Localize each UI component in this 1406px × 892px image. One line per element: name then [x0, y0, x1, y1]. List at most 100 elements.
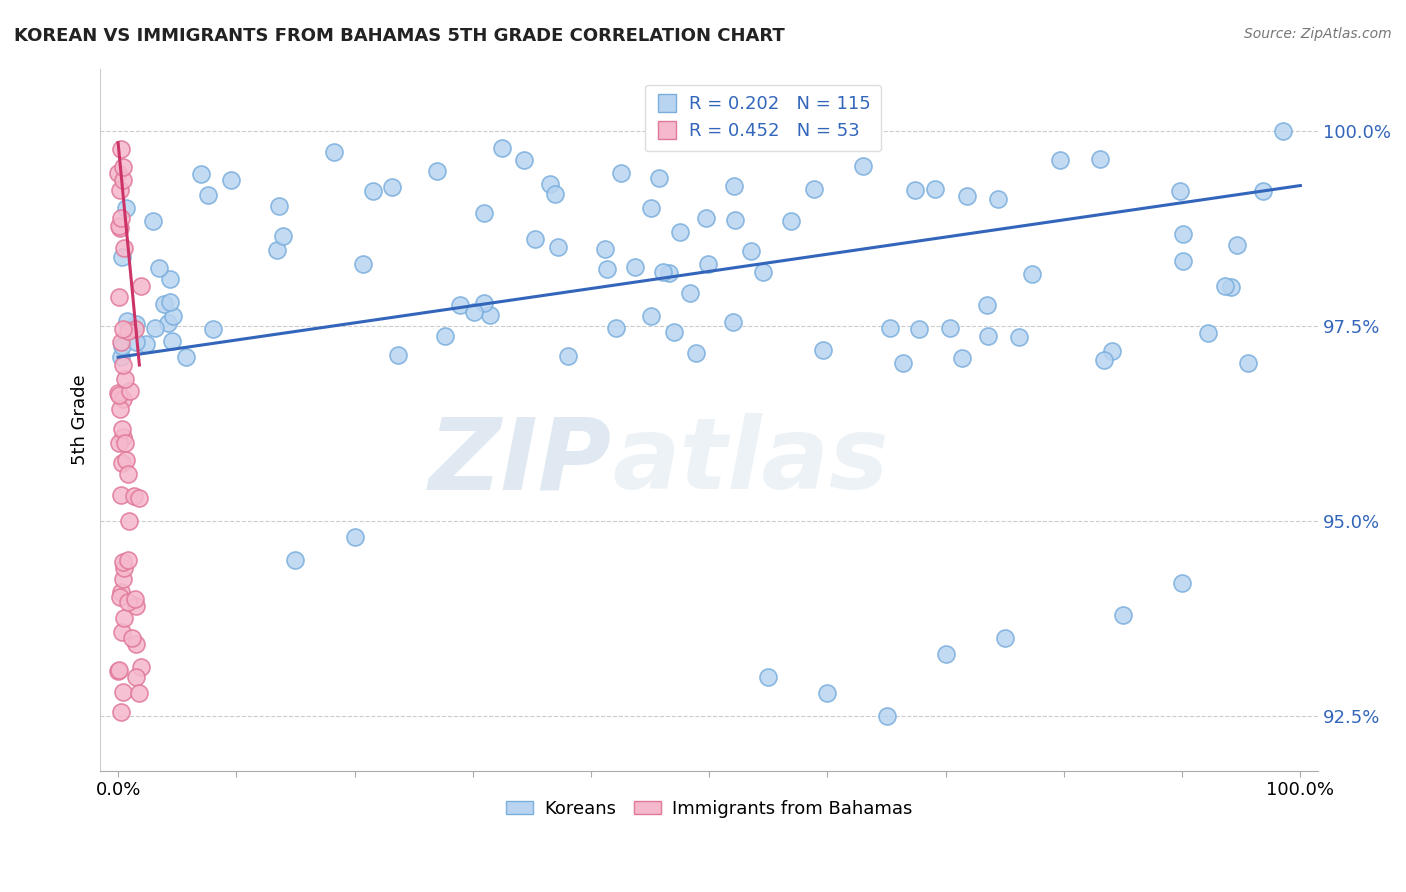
- Point: [197, 188, 219, 202]
- Point: [323, 145, 346, 159]
- Point: [1092, 353, 1115, 368]
- Point: [1021, 268, 1043, 282]
- Point: [117, 553, 139, 567]
- Point: [1236, 356, 1258, 370]
- Point: [159, 271, 181, 285]
- Legend: Koreans, Immigrants from Bahamas: Koreans, Immigrants from Bahamas: [499, 792, 920, 825]
- Point: [640, 309, 662, 323]
- Point: [695, 211, 717, 225]
- Point: [1168, 184, 1191, 198]
- Point: [118, 514, 141, 528]
- Point: [647, 170, 669, 185]
- Point: [110, 401, 132, 416]
- Point: [491, 141, 513, 155]
- Point: [111, 555, 134, 569]
- Point: [124, 592, 146, 607]
- Point: [111, 624, 134, 639]
- Point: [160, 334, 183, 348]
- Point: [267, 199, 290, 213]
- Point: [904, 183, 927, 197]
- Point: [652, 265, 675, 279]
- Point: [679, 285, 702, 300]
- Point: [107, 165, 129, 179]
- Point: [221, 173, 243, 187]
- Point: [994, 631, 1017, 645]
- Point: [1088, 153, 1111, 167]
- Point: [426, 164, 449, 178]
- Point: [121, 631, 143, 645]
- Point: [112, 561, 135, 575]
- Point: [159, 295, 181, 310]
- Point: [685, 346, 707, 360]
- Point: [129, 659, 152, 673]
- Point: [128, 686, 150, 700]
- Point: [111, 251, 134, 265]
- Point: [352, 257, 374, 271]
- Text: ZIP: ZIP: [429, 413, 612, 510]
- Point: [125, 335, 148, 350]
- Point: [779, 214, 801, 228]
- Point: [114, 201, 136, 215]
- Point: [273, 229, 295, 244]
- Point: [284, 553, 307, 567]
- Point: [111, 322, 134, 336]
- Point: [876, 709, 898, 723]
- Point: [111, 339, 134, 353]
- Point: [190, 167, 212, 181]
- Point: [662, 326, 685, 340]
- Point: [361, 184, 384, 198]
- Point: [107, 290, 129, 304]
- Point: [472, 296, 495, 310]
- Point: [108, 590, 131, 604]
- Point: [1008, 330, 1031, 344]
- Point: [111, 430, 134, 444]
- Point: [156, 316, 179, 330]
- Point: [977, 328, 1000, 343]
- Point: [756, 670, 779, 684]
- Point: [162, 309, 184, 323]
- Point: [478, 308, 501, 322]
- Point: [114, 453, 136, 467]
- Point: [111, 422, 134, 436]
- Point: [434, 329, 457, 343]
- Point: [1251, 184, 1274, 198]
- Point: [108, 219, 131, 233]
- Point: [143, 321, 166, 335]
- Point: [669, 225, 692, 239]
- Point: [524, 232, 547, 246]
- Point: [609, 166, 631, 180]
- Point: [110, 705, 132, 719]
- Point: [924, 181, 946, 195]
- Point: [463, 305, 485, 319]
- Point: [111, 160, 134, 174]
- Point: [129, 279, 152, 293]
- Point: [153, 297, 176, 311]
- Point: [124, 489, 146, 503]
- Point: [1112, 607, 1135, 622]
- Point: [114, 372, 136, 386]
- Point: [117, 467, 139, 482]
- Point: [1171, 576, 1194, 591]
- Point: [114, 436, 136, 450]
- Point: [950, 351, 973, 365]
- Point: [111, 572, 134, 586]
- Point: [939, 321, 962, 335]
- Point: [908, 322, 931, 336]
- Point: [547, 240, 569, 254]
- Point: [124, 322, 146, 336]
- Point: [879, 321, 901, 335]
- Point: [117, 314, 139, 328]
- Point: [266, 244, 288, 258]
- Point: [387, 348, 409, 362]
- Point: [605, 321, 627, 335]
- Point: [118, 384, 141, 399]
- Point: [596, 261, 619, 276]
- Point: [987, 192, 1010, 206]
- Point: [1101, 344, 1123, 359]
- Point: [472, 206, 495, 220]
- Point: [201, 322, 224, 336]
- Point: [658, 266, 681, 280]
- Point: [557, 349, 579, 363]
- Point: [449, 297, 471, 311]
- Point: [111, 358, 134, 372]
